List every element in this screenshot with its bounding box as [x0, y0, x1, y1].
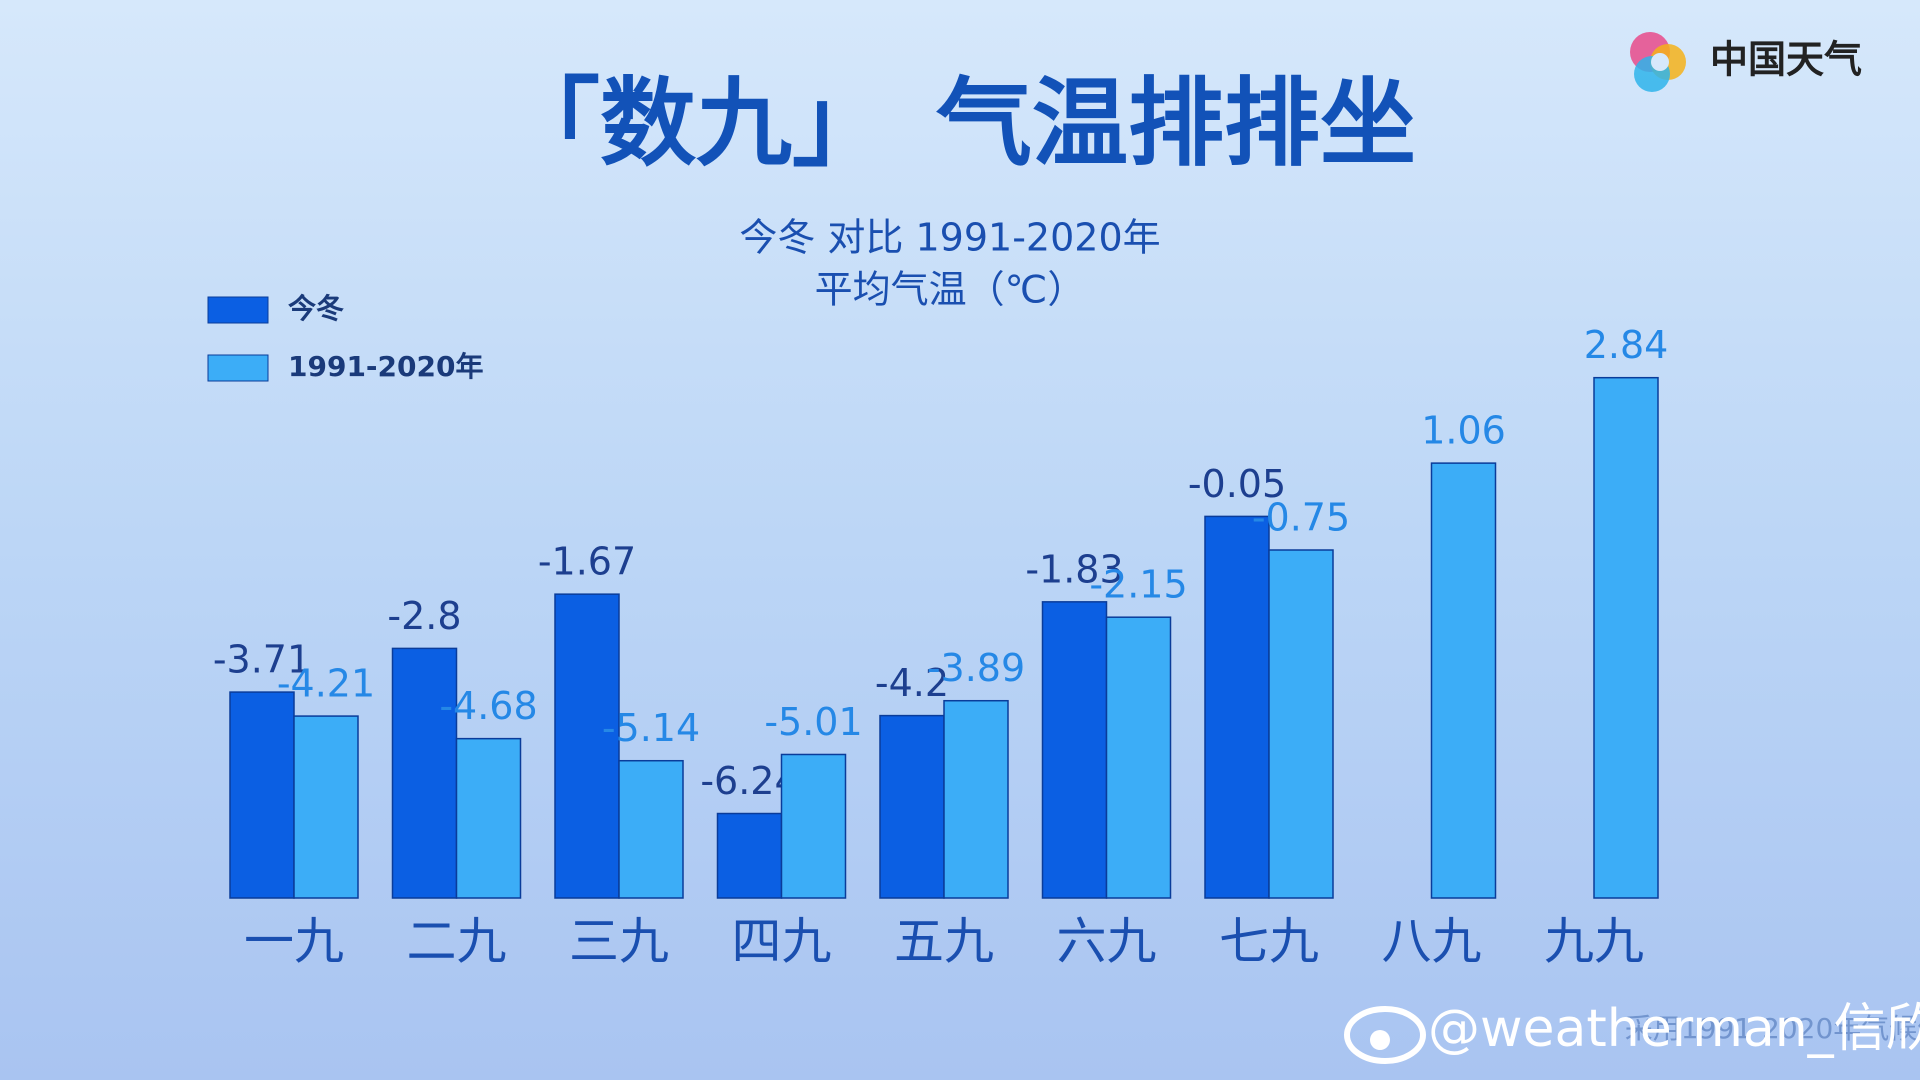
brand: 中国天气	[1710, 38, 1862, 82]
bar	[455, 737, 522, 899]
value-label: -5.14	[602, 706, 700, 750]
value-label: -3.89	[927, 646, 1025, 690]
value-label: -2.8	[387, 594, 461, 638]
legend-swatch	[207, 354, 269, 382]
chart-title: 「数九」 气温排排坐	[504, 67, 1416, 179]
value-label: -2.15	[1089, 563, 1187, 607]
watermark: @weatherman_信欣	[1428, 999, 1920, 1059]
value-label: 2.84	[1584, 323, 1669, 367]
bar	[879, 714, 945, 899]
bar	[1430, 462, 1497, 899]
note: 采用1991-2020年气候值	[1625, 1012, 1920, 1045]
x-tick-label: 九九	[1544, 913, 1644, 971]
bar	[716, 812, 783, 899]
bar	[1204, 515, 1270, 899]
value-label: -4.68	[439, 684, 537, 728]
bar	[943, 699, 1009, 899]
x-tick-label: 七九	[1219, 913, 1319, 971]
value-label: -0.05	[1188, 462, 1286, 506]
legend-swatch	[207, 296, 269, 324]
value-label: -1.67	[538, 540, 636, 584]
value-label: -3.71	[213, 638, 311, 682]
value-label: -4.21	[277, 662, 375, 706]
bar	[1041, 601, 1108, 899]
x-tick-label: 一九	[244, 913, 344, 971]
logo	[1630, 32, 1686, 92]
bar	[1105, 616, 1172, 899]
value-label: -5.01	[764, 700, 862, 744]
x-tick-label: 四九	[732, 913, 832, 971]
bar	[1268, 549, 1334, 899]
subtitle: 今冬 对比 1991-2020年	[739, 216, 1160, 260]
bar	[229, 691, 295, 899]
value-label: -0.75	[1252, 496, 1350, 540]
x-tick-label: 三九	[569, 913, 669, 971]
x-tick-label: 五九	[894, 913, 994, 971]
bar	[618, 759, 684, 899]
bar	[780, 753, 847, 899]
bar	[293, 715, 359, 899]
value-label: -1.83	[1025, 547, 1123, 591]
legend-label: 1991-2020年	[288, 350, 483, 383]
bar	[1593, 376, 1659, 899]
value-label: 1.06	[1421, 409, 1506, 453]
x-tick-label: 二九	[407, 913, 507, 971]
weibo-icon	[1344, 1006, 1426, 1064]
subtitle: 平均气温（℃）	[815, 268, 1086, 312]
bar	[554, 593, 620, 899]
x-tick-label: 八九	[1382, 913, 1482, 971]
bar	[391, 647, 458, 899]
value-label: -4.2	[875, 661, 949, 705]
x-tick-label: 六九	[1057, 913, 1157, 971]
legend-label: 今冬	[288, 292, 344, 325]
